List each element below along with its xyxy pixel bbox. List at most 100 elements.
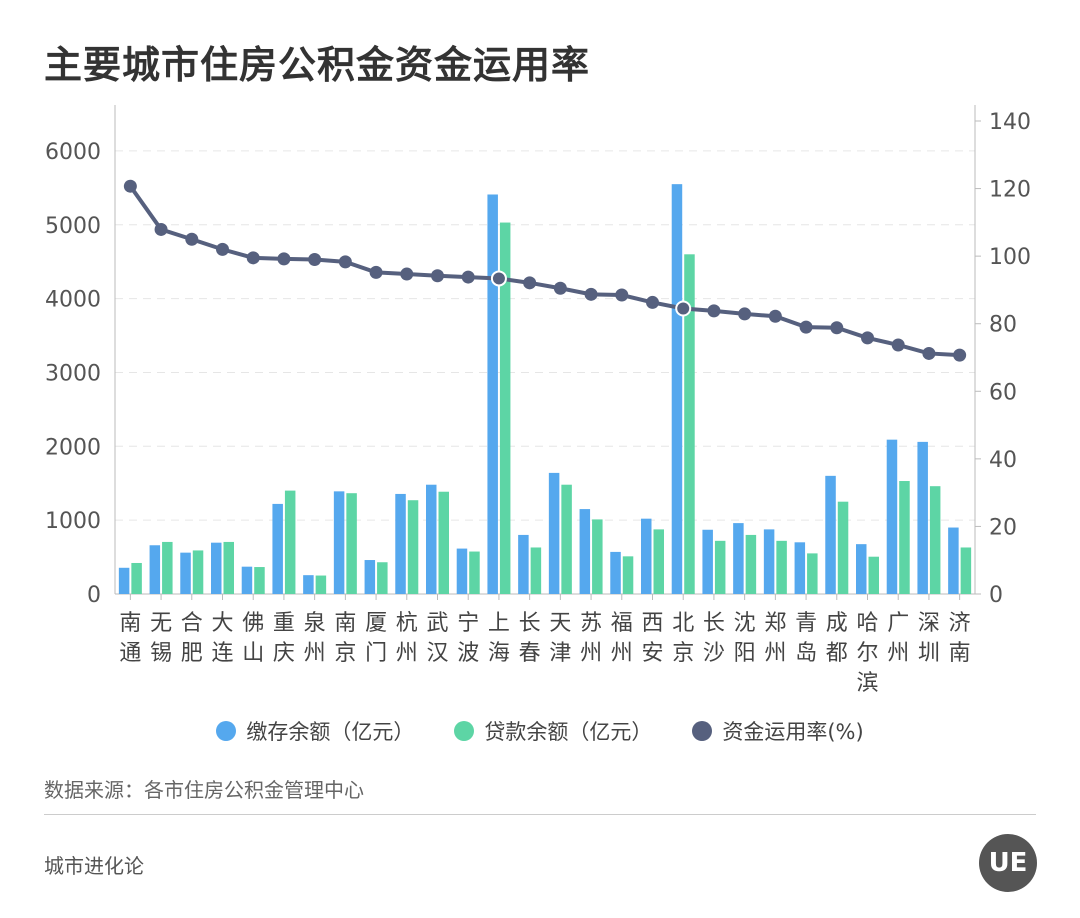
x-tick-label: 州	[611, 641, 633, 666]
legend-label: 资金运用率(%)	[722, 720, 864, 744]
bar-deposit	[426, 484, 437, 594]
x-tick-label: 春	[519, 641, 541, 666]
x-tick-label: 州	[396, 641, 418, 666]
y-right-tick-label: 60	[989, 380, 1017, 405]
x-tick-label: 青	[795, 611, 817, 636]
legend-swatch	[454, 721, 475, 741]
rate-point	[799, 320, 813, 334]
bar-loan	[960, 547, 972, 594]
x-tick-label: 杭	[396, 611, 418, 636]
y-right-tick-label: 100	[989, 245, 1031, 270]
x-tick-label: 哈	[856, 611, 878, 636]
x-tick-label: 汉	[426, 641, 448, 666]
bar-loan	[592, 519, 603, 594]
x-tick-label: 福	[611, 611, 633, 636]
bar-deposit	[518, 534, 529, 594]
brand-logo: UE	[979, 834, 1037, 892]
bar-loan	[192, 550, 204, 594]
x-tick-label: 泉	[304, 611, 326, 636]
bar-deposit	[333, 491, 345, 594]
legend-swatch	[216, 721, 237, 741]
rate-point	[830, 321, 844, 335]
rate-point	[738, 307, 752, 321]
x-tick-label: 无	[150, 611, 172, 636]
bar-loan	[899, 481, 910, 594]
rate-point	[768, 309, 782, 323]
x-tick-label: 锡	[150, 641, 172, 666]
bar-deposit	[948, 527, 959, 594]
legend-item-loan[interactable]: 贷款余额（亿元）	[454, 716, 652, 746]
bar-deposit	[241, 566, 253, 594]
rate-point	[185, 232, 199, 246]
x-tick-label: 沙	[703, 641, 725, 666]
rate-point	[246, 251, 260, 265]
y-left-tick-label: 1000	[45, 509, 101, 534]
y-left-tick-label: 3000	[45, 361, 101, 386]
x-tick-label: 南	[334, 611, 356, 636]
bar-loan	[469, 551, 480, 594]
x-tick-label: 南	[119, 611, 141, 636]
x-tick-label: 西	[641, 611, 663, 636]
x-tick-label: 合	[181, 611, 203, 636]
x-tick-label: 海	[488, 641, 510, 666]
bar-loan	[284, 490, 296, 594]
x-tick-label: 大	[211, 611, 233, 636]
rate-point	[891, 338, 905, 352]
bar-loan	[745, 534, 757, 594]
x-tick-label: 滨	[856, 671, 878, 696]
bar-deposit	[487, 194, 498, 594]
chart-title: 主要城市住房公积金资金运用率	[44, 43, 591, 87]
y-left-tick-label: 0	[87, 583, 101, 608]
legend-label: 缴存余额（亿元）	[246, 720, 415, 744]
y-left-tick-label: 6000	[45, 140, 101, 165]
x-tick-label: 山	[242, 641, 264, 666]
x-tick-label: 长	[519, 611, 541, 636]
bar-loan	[499, 222, 511, 595]
bar-deposit	[733, 523, 744, 594]
bar-deposit	[671, 184, 683, 594]
rate-point	[461, 270, 475, 284]
x-tick-label: 都	[826, 641, 848, 666]
x-tick-label: 圳	[918, 641, 940, 666]
x-tick-label: 州	[304, 641, 326, 666]
bar-loan	[254, 567, 265, 594]
legend-item-deposit[interactable]: 缴存余额（亿元）	[216, 716, 414, 746]
bar-loan	[162, 541, 173, 594]
x-tick-label: 岛	[795, 641, 817, 666]
x-tick-label: 上	[488, 611, 510, 636]
rate-point	[584, 287, 598, 301]
bar-deposit	[364, 560, 376, 594]
x-tick-label: 京	[334, 641, 356, 666]
y-left-tick-label: 5000	[45, 214, 101, 239]
x-tick-label: 成	[826, 611, 848, 636]
rate-point	[523, 276, 537, 290]
bar-loan	[377, 562, 388, 594]
x-tick-label: 武	[426, 611, 448, 636]
legend-item-rate[interactable]: 资金运用率(%)	[692, 716, 864, 746]
x-tick-label: 阳	[734, 641, 756, 666]
x-tick-label: 肥	[181, 641, 203, 666]
x-tick-label: 安	[641, 641, 663, 666]
x-tick-label: 京	[672, 641, 694, 666]
y-right-tick-label: 140	[989, 110, 1031, 135]
bar-deposit	[856, 544, 867, 594]
y-right-tick-label: 0	[989, 583, 1003, 608]
y-left-tick-label: 2000	[45, 435, 101, 460]
footer-brand: 城市进化论	[44, 854, 144, 878]
bar-loan	[561, 484, 572, 594]
bar-loan	[131, 562, 142, 594]
x-tick-label: 南	[949, 641, 971, 666]
divider	[44, 814, 1036, 815]
x-tick-label: 州	[764, 641, 786, 666]
bar-deposit	[794, 542, 806, 594]
bar-deposit	[886, 439, 898, 594]
bar-deposit	[118, 567, 130, 594]
bar-loan	[714, 540, 726, 594]
bar-loan	[807, 553, 818, 594]
x-tick-label: 州	[580, 641, 602, 666]
source-note: 数据来源：各市住房公积金管理中心	[44, 778, 364, 802]
bar-loan	[622, 556, 634, 594]
rate-point	[490, 270, 507, 287]
x-tick-label: 沈	[734, 611, 756, 636]
